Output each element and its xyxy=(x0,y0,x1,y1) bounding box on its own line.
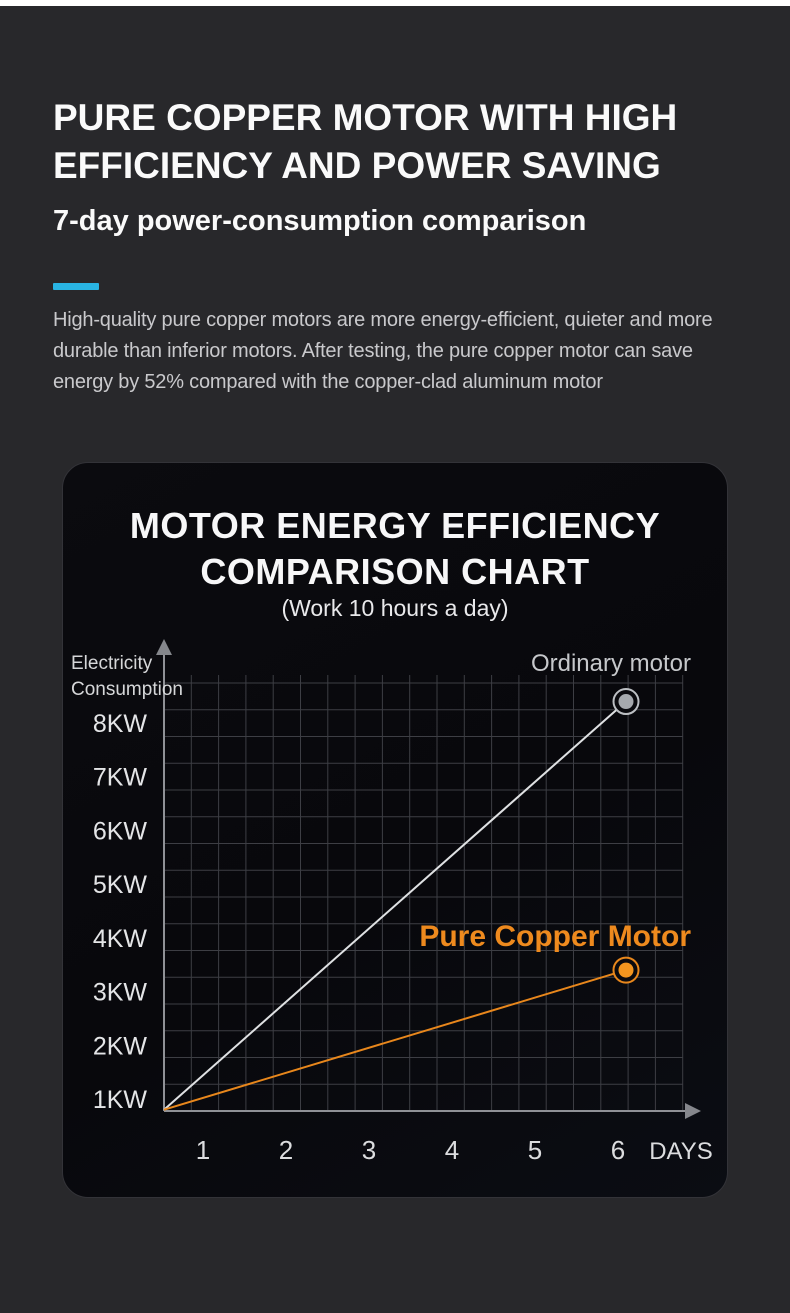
series-marker-dot-1 xyxy=(618,962,634,978)
y-tick-label: 1KW xyxy=(93,1086,148,1114)
description-paragraph: High-quality pure copper motors are more… xyxy=(53,305,713,398)
y-tick-label: 4KW xyxy=(93,925,148,953)
series-label-0: Ordinary motor xyxy=(531,650,691,677)
y-axis-title: Electricity xyxy=(71,653,153,674)
y-tick-label: 5KW xyxy=(93,871,148,899)
top-strip xyxy=(0,0,790,6)
y-tick-label: 2KW xyxy=(93,1032,148,1060)
page-title: PURE COPPER MOTOR WITH HIGH EFFICIENCY A… xyxy=(53,94,677,190)
description-line-1: High-quality pure copper motors are more… xyxy=(53,309,713,331)
y-axis-title: Consumption xyxy=(71,679,183,700)
chart-title: MOTOR ENERGY EFFICIENCY COMPARISON CHART xyxy=(63,503,727,595)
description-line-2: durable than inferior motors. After test… xyxy=(53,340,693,362)
x-axis-unit-label: DAYS xyxy=(649,1138,713,1165)
y-tick-label: 8KW xyxy=(93,710,148,738)
x-tick-label: 4 xyxy=(445,1135,459,1165)
x-tick-label: 5 xyxy=(528,1135,542,1165)
series-line-0 xyxy=(163,700,627,1111)
y-tick-label: 3KW xyxy=(93,979,148,1007)
x-tick-label: 2 xyxy=(279,1135,293,1165)
page-title-line-1: PURE COPPER MOTOR WITH HIGH xyxy=(53,97,678,138)
accent-dash xyxy=(53,283,99,290)
chart-subtitle: (Work 10 hours a day) xyxy=(281,595,509,621)
page-title-line-2: EFFICIENCY AND POWER SAVING xyxy=(53,145,661,186)
chart-svg: 8KW 7KW 6KW 5KW 4KW 3KW 2KW 1KW 1 2 3 4 5 6 DAYS Electr… xyxy=(71,639,713,1165)
page-subtitle: 7-day power-consumption comparison xyxy=(53,205,587,237)
x-tick-label: 6 xyxy=(611,1135,625,1165)
chart-panel: MOTOR ENERGY EFFICIENCY COMPARISON CHART… xyxy=(62,462,728,1198)
y-tick-label: 7KW xyxy=(93,764,148,792)
x-tick-label: 3 xyxy=(362,1135,376,1165)
description-line-3: energy by 52% compared with the copper-c… xyxy=(53,371,603,393)
x-tick-label: 1 xyxy=(196,1135,210,1165)
x-axis-arrow-icon xyxy=(685,1103,701,1119)
chart-title-line-2: COMPARISON CHART xyxy=(200,551,590,592)
y-tick-label: 6KW xyxy=(93,817,148,845)
series-label-1: Pure Copper Motor xyxy=(419,920,691,953)
chart-title-line-1: MOTOR ENERGY EFFICIENCY xyxy=(129,505,661,546)
y-axis-arrow-icon xyxy=(156,639,172,655)
series-line-1 xyxy=(163,969,627,1111)
series-marker-dot-0 xyxy=(618,694,634,710)
